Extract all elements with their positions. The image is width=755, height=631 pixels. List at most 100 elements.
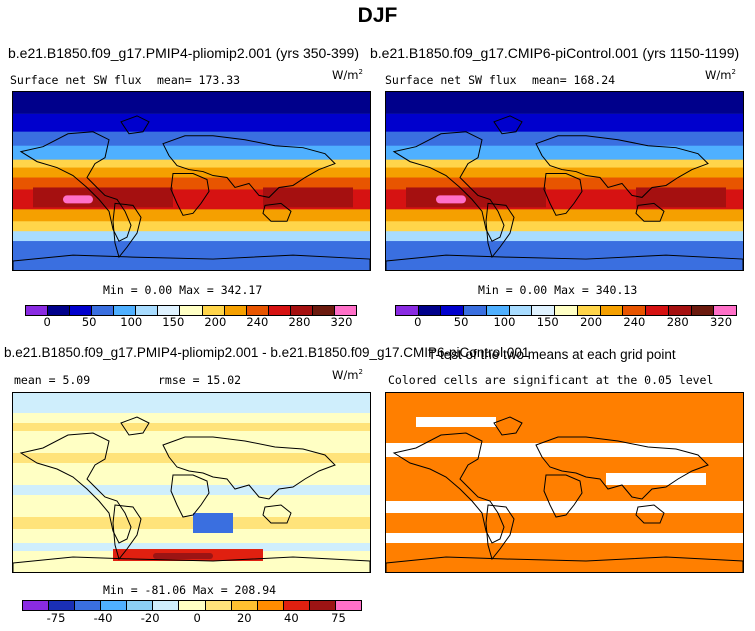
coastline [392, 131, 505, 242]
panel-2-case-title: b.e21.B1850.f09_g17.CMIP6-piControl.001 … [370, 45, 740, 61]
coastline [485, 504, 515, 561]
field-band [63, 195, 93, 204]
colorbar-tick-label: 40 [284, 611, 299, 625]
panel-4-subtitle: Colored cells are significant at the 0.0… [388, 373, 714, 387]
coastline [170, 474, 210, 518]
colorbar-swatch [309, 601, 336, 610]
field-band [13, 543, 370, 551]
panel-1-mean: mean= 173.33 [157, 73, 241, 87]
field-band [636, 187, 726, 208]
colorbar-swatch [23, 601, 50, 610]
colorbar-swatch [532, 306, 556, 315]
colorbar-swatch [158, 306, 181, 315]
colorbar-swatch [246, 306, 269, 315]
field-band [13, 131, 370, 146]
field-band [386, 221, 743, 234]
colorbar-tick-label: 100 [493, 315, 516, 329]
coastline [535, 135, 709, 198]
colorbar-swatch [92, 306, 115, 315]
coastline [485, 202, 515, 259]
field-band [436, 195, 466, 204]
panel-2-map [385, 91, 744, 271]
colorbar-swatch [70, 306, 93, 315]
colorbar-tick-label: 0 [193, 611, 201, 625]
colorbar-tick-label: 240 [623, 315, 646, 329]
coastline [493, 416, 523, 436]
panel-3-map [12, 392, 371, 573]
coastline [162, 135, 336, 198]
colorbar-swatch [26, 306, 49, 315]
colorbar-tick-label: 0 [414, 315, 422, 329]
coastline [19, 432, 132, 544]
coastline [392, 432, 505, 544]
colorbar-swatch [335, 601, 362, 610]
colorbar-swatch [577, 306, 601, 315]
colorbar-swatch [312, 306, 335, 315]
colorbar-swatch [179, 601, 206, 610]
colorbar-swatch [49, 601, 76, 610]
colorbar-swatch [668, 306, 692, 315]
field-band [416, 417, 496, 427]
colorbar-swatch [600, 306, 624, 315]
colorbar-tick-label: 100 [120, 315, 143, 329]
map-field-svg [13, 393, 370, 572]
panel-2-variable: Surface net SW flux [385, 73, 517, 87]
coastline [162, 436, 336, 500]
map-field-svg [386, 92, 743, 270]
panel-1-map [12, 91, 371, 271]
colorbar-swatch [486, 306, 510, 315]
colorbar-tick-label: 240 [246, 315, 269, 329]
panel-3-units: W/m2 [332, 368, 363, 382]
colorbar-tick-label: 280 [288, 315, 311, 329]
colorbar-swatch [127, 601, 154, 610]
colorbar-swatch [283, 601, 310, 610]
panel-3-mean: mean = 5.09 [14, 373, 91, 387]
colorbar-swatch [153, 601, 180, 610]
coastline [262, 504, 292, 524]
colorbar-tick-label: 320 [710, 315, 733, 329]
coastline [112, 504, 142, 561]
field-band [13, 145, 370, 160]
field-band [13, 209, 370, 224]
panel-3-rmse: rmse = 15.02 [158, 373, 242, 387]
coastline [120, 416, 150, 436]
colorbar-swatch [691, 306, 715, 315]
panel-1-colorbar [25, 305, 357, 316]
field-band [13, 517, 370, 529]
colorbar-swatch [180, 306, 203, 315]
colorbar-tick-label: 150 [162, 315, 185, 329]
field-band [13, 453, 370, 463]
coastline [535, 436, 709, 500]
map-field-svg [13, 92, 370, 270]
panel-1-units: W/m2 [332, 68, 363, 82]
field-band [386, 92, 743, 114]
field-band [386, 231, 743, 242]
panel-4-map [385, 392, 744, 573]
field-band [386, 533, 743, 543]
coastline [112, 202, 142, 259]
coastline [543, 173, 583, 216]
coastline [170, 173, 210, 216]
colorbar-swatch [464, 306, 487, 315]
coastline [635, 202, 665, 222]
field-band [386, 131, 743, 146]
field-band [193, 513, 233, 533]
colorbar-tick-label: 280 [666, 315, 689, 329]
colorbar-swatch [101, 601, 128, 610]
field-band [386, 443, 743, 457]
colorbar-tick-label: 320 [330, 315, 353, 329]
colorbar-tick-label: 200 [204, 315, 227, 329]
colorbar-tick-label: 20 [236, 611, 252, 625]
figure-title: DJF [357, 4, 398, 27]
colorbar-tick-label: -20 [140, 611, 160, 625]
panel-3-case-title: b.e21.B1850.f09_g17.PMIP4-pliomip2.001 -… [4, 345, 530, 360]
colorbar-swatch [202, 306, 225, 315]
coastline [543, 474, 583, 518]
colorbar-tick-label: 50 [81, 315, 97, 329]
colorbar-swatch [224, 306, 247, 315]
colorbar-swatch [396, 306, 419, 315]
coastline [386, 556, 743, 572]
field-band [606, 473, 706, 485]
field-band [386, 501, 743, 513]
field-band [386, 113, 743, 132]
